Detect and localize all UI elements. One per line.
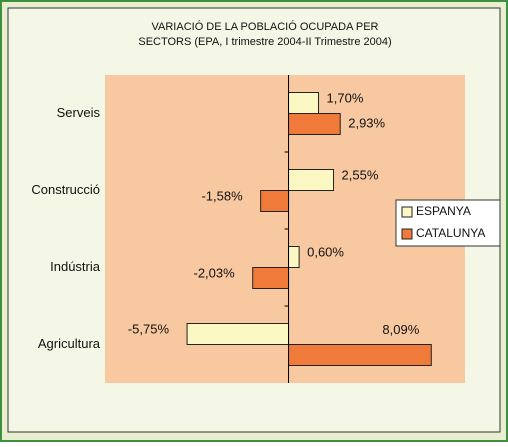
chart-subtitle: SECTORS (EPA, I trimestre 2004-II Trimes… <box>138 36 391 48</box>
data-label: -1,58% <box>201 188 243 203</box>
legend-box <box>395 199 501 247</box>
bar <box>288 113 341 135</box>
data-label: 2,55% <box>342 167 379 182</box>
y-tick-label: Construcció <box>31 182 100 197</box>
data-label: 2,93% <box>348 115 385 130</box>
data-label: 1,70% <box>327 90 364 105</box>
data-label: -5,75% <box>128 321 170 336</box>
bar <box>252 267 290 289</box>
legend-swatch <box>401 228 413 240</box>
chart-title: VARIACIÓ DE LA POBLACIÓ OCUPADA PER <box>152 20 379 33</box>
y-tick-label: Indústria <box>50 259 101 274</box>
bar <box>288 92 320 114</box>
y-tick-label: Agricultura <box>38 336 101 351</box>
legend-label: CATALUNYA <box>416 226 485 240</box>
legend-swatch <box>401 206 413 218</box>
legend-label: ESPANYA <box>416 204 471 218</box>
data-label: -2,03% <box>194 265 236 280</box>
bar <box>288 344 432 366</box>
y-tick-label: Serveis <box>57 105 101 120</box>
bar <box>260 190 290 212</box>
bar <box>288 169 335 191</box>
bar <box>186 323 290 345</box>
data-label: 0,60% <box>307 244 344 259</box>
data-label: 8,09% <box>382 322 419 337</box>
bar <box>288 246 300 268</box>
